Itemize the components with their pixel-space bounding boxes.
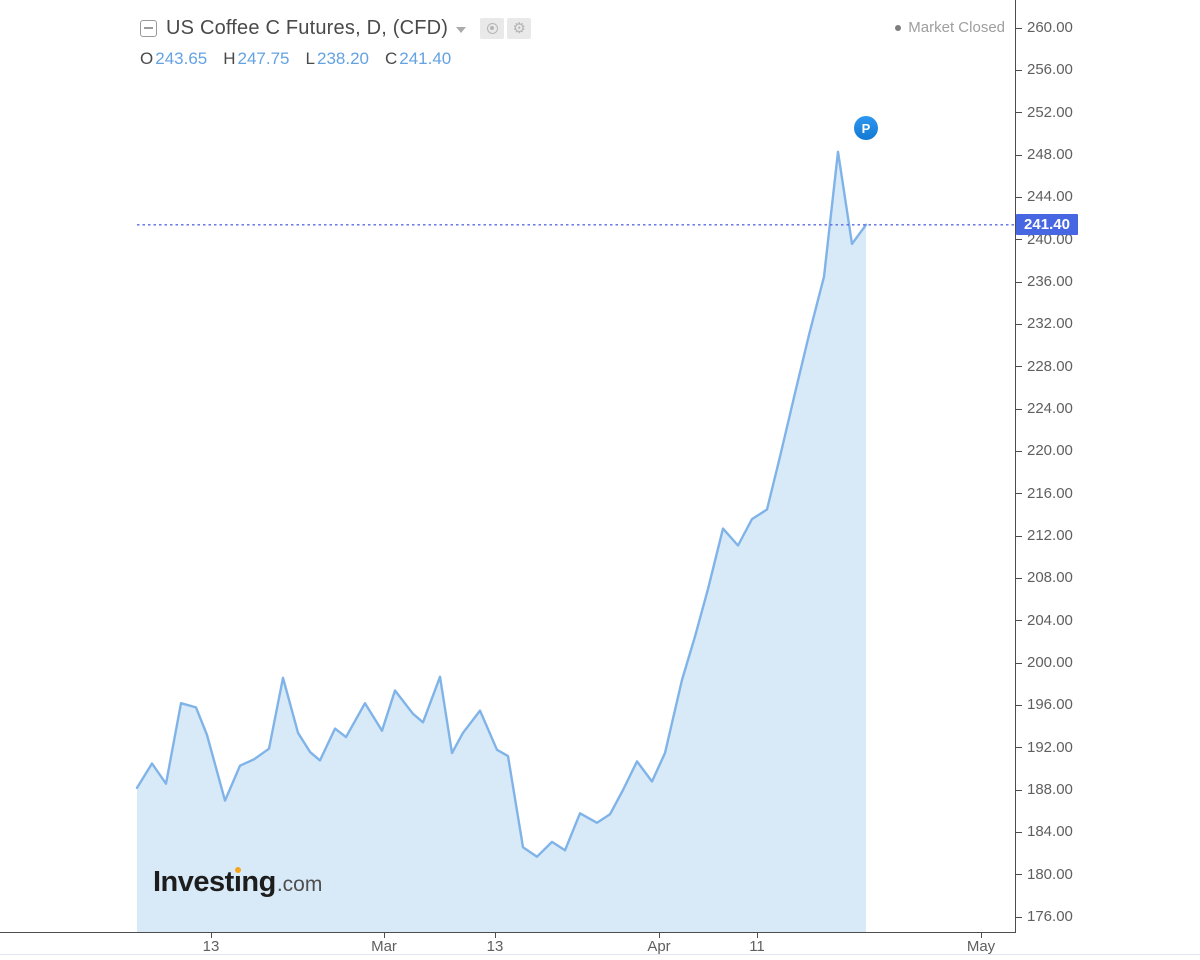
y-axis-label: 192.00	[1027, 738, 1073, 756]
y-axis-tick	[1016, 196, 1022, 198]
y-axis-tick	[1016, 662, 1022, 664]
status-dot-icon	[895, 24, 902, 31]
y-axis-tick	[1016, 281, 1022, 283]
y-axis-label: 196.00	[1027, 696, 1073, 714]
y-axis-tick	[1016, 831, 1022, 833]
x-axis-label: 13	[486, 938, 504, 955]
y-axis-label: 224.00	[1027, 400, 1073, 417]
y-axis-tick	[1016, 408, 1022, 410]
y-axis-label: 256.00	[1027, 61, 1073, 79]
y-axis-tick	[1016, 323, 1022, 325]
y-axis-label: 260.00	[1027, 19, 1073, 36]
price-peak-marker-label: P	[861, 120, 871, 136]
y-axis-tick	[1016, 916, 1022, 918]
time-scale[interactable]: 13 Mar 13 Apr 11 May	[0, 932, 1016, 956]
market-status-text: Market Closed	[908, 19, 1005, 36]
price-area-fill	[137, 151, 866, 932]
chart-legend: US Coffee C Futures, D, (CFD) ⚙ O 243.65 …	[140, 15, 532, 69]
y-axis-label: 204.00	[1027, 611, 1073, 629]
x-axis-tick	[981, 933, 982, 938]
y-axis-tick	[1016, 789, 1022, 791]
y-axis-label: 228.00	[1027, 357, 1073, 375]
settings-button[interactable]: ⚙	[507, 17, 532, 39]
x-axis-label: May	[966, 938, 996, 955]
collapse-legend-icon[interactable]	[140, 19, 157, 37]
y-axis-label: 176.00	[1027, 908, 1073, 925]
last-price-badge: 241.40	[1016, 214, 1078, 236]
y-axis-label: 208.00	[1027, 569, 1073, 587]
y-axis-tick	[1016, 154, 1022, 156]
widget-bottom-border	[0, 954, 1200, 955]
high-value: H 247.75	[223, 49, 290, 68]
y-axis-label: 184.00	[1027, 823, 1073, 841]
circle-dot-icon	[486, 22, 498, 34]
gear-icon: ⚙	[512, 18, 526, 37]
y-axis-tick	[1016, 239, 1022, 241]
y-axis-tick	[1016, 577, 1022, 579]
ohlc-values: O 243.65 H 247.75 L 238.20 C 241.40	[140, 49, 531, 69]
price-scale[interactable]: 260.00 256.00 252.00 248.00 244.00 240.00 236.…	[1015, 0, 1200, 932]
x-axis-tick	[757, 933, 758, 938]
close-value: C 241.40	[384, 49, 452, 68]
y-axis-label: 236.00	[1027, 273, 1073, 290]
low-value: L 238.20	[305, 49, 369, 68]
legend-toolbar: ⚙	[480, 17, 532, 39]
y-axis-tick	[1016, 747, 1022, 749]
y-axis-label: 244.00	[1027, 188, 1073, 206]
y-axis-tick	[1016, 450, 1022, 452]
symbol-selector[interactable]: US Coffee C Futures, D, (CFD) ⚙	[140, 15, 532, 41]
y-axis-label: 232.00	[1027, 315, 1073, 333]
x-axis-tick	[659, 933, 660, 938]
logo-text: Investı ng	[153, 866, 276, 898]
logo-orange-dot-icon	[234, 867, 241, 873]
y-axis-label: 212.00	[1027, 527, 1073, 544]
y-axis-label: 248.00	[1027, 146, 1073, 163]
y-axis-tick	[1016, 27, 1022, 29]
x-axis-label: Apr	[647, 938, 671, 955]
y-axis-tick	[1016, 874, 1022, 876]
y-axis-tick	[1016, 112, 1022, 114]
y-axis-tick	[1016, 535, 1022, 537]
y-axis-tick	[1016, 704, 1022, 706]
y-axis-tick	[1016, 366, 1022, 368]
logo-suffix: .com	[276, 873, 323, 896]
x-axis-tick	[495, 933, 496, 938]
symbol-title[interactable]: US Coffee C Futures, D, (CFD)	[166, 16, 449, 39]
x-axis-label: 13	[202, 938, 220, 955]
y-axis-tick	[1016, 493, 1022, 495]
y-axis-label: 220.00	[1027, 442, 1073, 460]
price-line	[135, 150, 868, 858]
x-axis-label: Mar	[371, 938, 397, 955]
market-status: Market Closed	[895, 19, 1005, 36]
price-chart-plot[interactable]	[0, 0, 1016, 932]
y-axis-label: 200.00	[1027, 654, 1073, 671]
y-axis-label: 188.00	[1027, 781, 1073, 798]
x-axis-tick	[384, 933, 385, 938]
open-value: O 243.65	[140, 49, 208, 68]
y-axis-label: 180.00	[1027, 865, 1073, 883]
investing-logo[interactable]: Investı ng .com	[153, 866, 322, 899]
snapshot-button[interactable]	[480, 17, 505, 39]
x-axis-tick	[211, 933, 212, 938]
chevron-down-icon[interactable]	[456, 26, 467, 33]
y-axis-label: 216.00	[1027, 484, 1073, 502]
x-axis-label: 11	[749, 938, 765, 955]
price-peak-marker[interactable]: P	[854, 116, 878, 140]
y-axis-label: 252.00	[1027, 103, 1073, 121]
y-axis-tick	[1016, 69, 1022, 71]
y-axis-tick	[1016, 620, 1022, 622]
